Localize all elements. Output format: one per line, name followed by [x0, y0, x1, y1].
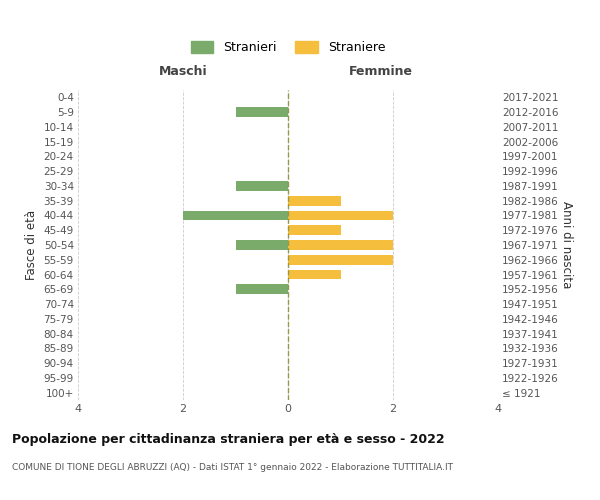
Bar — [235, 284, 288, 294]
Bar — [288, 210, 393, 220]
Text: COMUNE DI TIONE DEGLI ABRUZZI (AQ) - Dati ISTAT 1° gennaio 2022 - Elaborazione T: COMUNE DI TIONE DEGLI ABRUZZI (AQ) - Dat… — [12, 463, 453, 472]
Bar — [288, 240, 393, 250]
Legend: Stranieri, Straniere: Stranieri, Straniere — [184, 34, 392, 60]
Y-axis label: Anni di nascita: Anni di nascita — [560, 202, 573, 288]
Bar — [288, 196, 341, 205]
Bar — [288, 226, 341, 235]
Bar — [235, 108, 288, 117]
Bar — [288, 255, 393, 264]
Bar — [288, 270, 341, 280]
Text: Femmine: Femmine — [349, 65, 412, 78]
Bar — [183, 210, 288, 220]
Text: Maschi: Maschi — [158, 65, 208, 78]
Text: Popolazione per cittadinanza straniera per età e sesso - 2022: Popolazione per cittadinanza straniera p… — [12, 432, 445, 446]
Bar — [235, 240, 288, 250]
Bar — [235, 181, 288, 190]
Y-axis label: Fasce di età: Fasce di età — [25, 210, 38, 280]
